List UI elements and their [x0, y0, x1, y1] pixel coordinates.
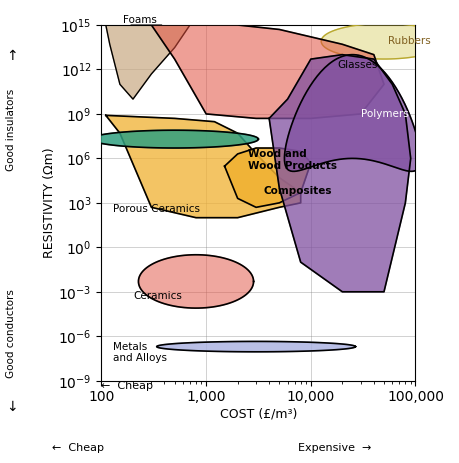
- Text: Expensive  →: Expensive →: [298, 444, 372, 453]
- Text: Good conductors: Good conductors: [6, 289, 17, 378]
- Y-axis label: RESISTIVITY (Ωm): RESISTIVITY (Ωm): [43, 148, 56, 258]
- Text: Composites: Composites: [263, 186, 331, 196]
- Text: ←  Cheap: ← Cheap: [101, 381, 153, 391]
- Polygon shape: [321, 24, 447, 59]
- Text: Polymers: Polymers: [361, 109, 409, 119]
- Polygon shape: [139, 255, 253, 308]
- Text: Porous Ceramics: Porous Ceramics: [113, 204, 201, 214]
- Text: Wood and
Wood Products: Wood and Wood Products: [248, 149, 337, 171]
- Text: Good insulators: Good insulators: [6, 88, 17, 171]
- Text: ←  Cheap: ← Cheap: [52, 444, 104, 453]
- Text: ↓: ↓: [6, 400, 17, 414]
- Polygon shape: [91, 130, 258, 148]
- Polygon shape: [151, 25, 384, 119]
- Text: ↑: ↑: [6, 49, 17, 63]
- Polygon shape: [269, 55, 411, 292]
- Polygon shape: [285, 55, 420, 171]
- Text: Metals
and Alloys: Metals and Alloys: [113, 342, 168, 363]
- Polygon shape: [224, 148, 311, 207]
- Polygon shape: [106, 25, 190, 99]
- X-axis label: COST (£/m³): COST (£/m³): [220, 407, 297, 420]
- Text: Glasses: Glasses: [337, 60, 378, 70]
- Polygon shape: [106, 115, 301, 218]
- Text: Ceramics: Ceramics: [133, 291, 182, 301]
- Polygon shape: [157, 341, 356, 352]
- Text: Foams: Foams: [123, 15, 157, 25]
- Text: Rubbers: Rubbers: [388, 36, 431, 46]
